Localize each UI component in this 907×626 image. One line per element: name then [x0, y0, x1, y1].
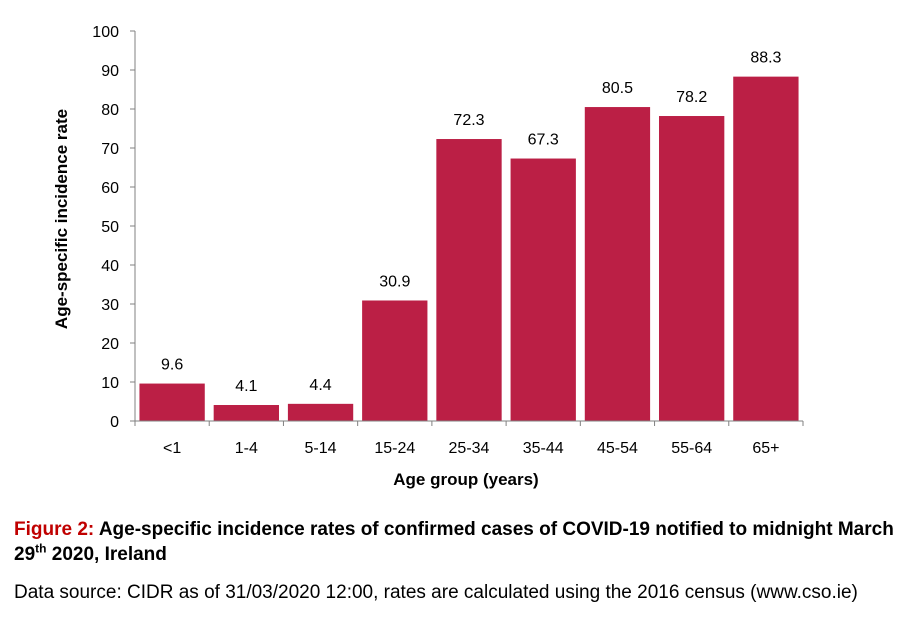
x-category-label: 55-64	[671, 440, 712, 457]
bar-1-4	[213, 405, 279, 421]
x-category-label: 25-34	[449, 440, 490, 457]
bar-value-label: 72.3	[453, 112, 484, 129]
bar-value-label: 88.3	[750, 50, 781, 67]
figure-title: Age-specific incidence rates of confirme…	[14, 519, 894, 565]
x-axis-ticks: <1 1-4 5-14 15-24 25-34 35-44 45-54 55-64 65+	[134, 421, 804, 457]
y-tick-label: 50	[101, 219, 119, 236]
bar-value-label: 9.6	[161, 357, 183, 374]
y-tick-label: 40	[101, 258, 119, 275]
bars: 9.6 4.1 4.4 30.9 72.3 67.3 80.5 78.2 88.3	[139, 50, 799, 422]
bar-65+	[733, 76, 799, 421]
y-tick-label: 100	[92, 24, 119, 41]
bar-value-label: 4.4	[309, 377, 331, 394]
x-category-label: 15-24	[374, 440, 415, 457]
y-axis-ticks: 0 10 20 30 40 50 60 70 80 90 100	[92, 24, 135, 431]
y-tick-label: 60	[101, 180, 119, 197]
x-category-label: <1	[163, 440, 181, 457]
bar-5-14	[287, 403, 354, 421]
figure-number: Figure 2:	[14, 519, 95, 540]
y-axis-title: Age-specific incidence rate	[52, 109, 71, 329]
y-tick-label: 70	[101, 141, 119, 158]
bar-55-64	[659, 116, 725, 422]
x-axis-title: Age group (years)	[393, 470, 538, 489]
figure-title-suffix: 2020, Ireland	[51, 544, 167, 565]
bar-value-label: 4.1	[235, 378, 257, 395]
y-tick-label: 80	[101, 102, 119, 119]
bar-value-label: 67.3	[528, 132, 559, 149]
bar-value-label: 80.5	[602, 80, 633, 97]
bar-chart: 0 10 20 30 40 50 60 70 80 90 100 9.6 4.1 4.4 30.9 72.3…	[52, 24, 804, 489]
figure-title-superscript: th	[35, 541, 47, 556]
x-category-label: 45-54	[597, 440, 638, 457]
bar-<1	[139, 383, 205, 421]
bar-25-34	[436, 139, 502, 421]
x-category-label: 5-14	[305, 440, 337, 457]
y-tick-label: 20	[101, 336, 119, 353]
data-source-note: Data source: CIDR as of 31/03/2020 12:00…	[14, 582, 858, 603]
x-category-label: 1-4	[235, 440, 258, 457]
y-tick-label: 0	[110, 414, 119, 431]
figure-caption-title: Figure 2: Age-specific incidence rates o…	[14, 517, 904, 567]
y-tick-label: 10	[101, 375, 119, 392]
bar-value-label: 30.9	[379, 273, 410, 290]
x-category-label: 65+	[752, 440, 779, 457]
bar-45-54	[584, 107, 651, 422]
bar-15-24	[362, 300, 428, 421]
bar-value-label: 78.2	[676, 89, 707, 106]
y-tick-label: 30	[101, 297, 119, 314]
bar-35-44	[510, 158, 576, 421]
y-tick-label: 90	[101, 63, 119, 80]
x-category-label: 35-44	[523, 440, 564, 457]
